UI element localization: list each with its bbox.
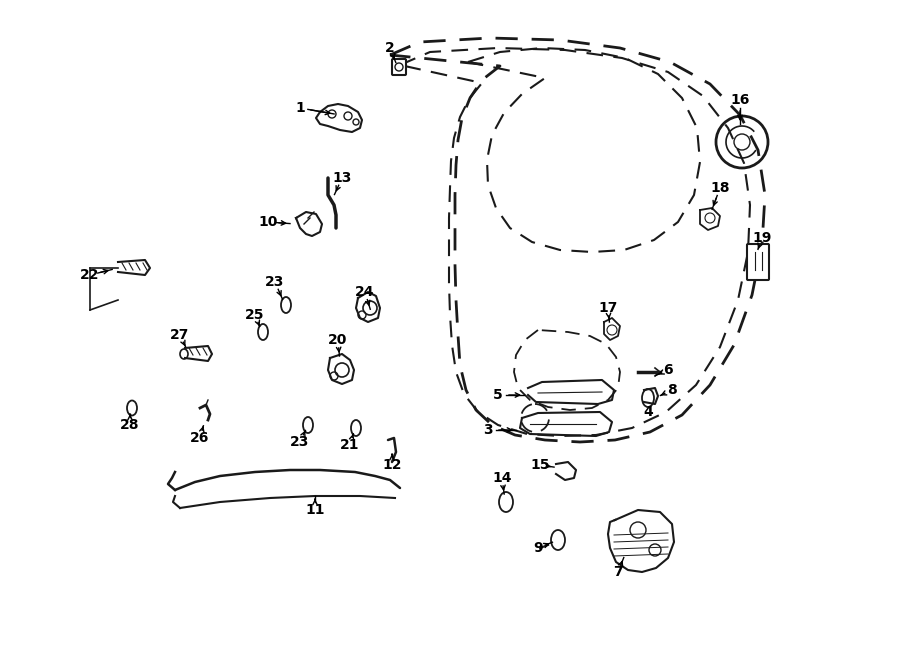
Text: 1: 1 — [295, 101, 305, 115]
Text: 19: 19 — [752, 231, 771, 245]
Text: 28: 28 — [121, 418, 140, 432]
Text: 10: 10 — [258, 215, 278, 229]
Text: 14: 14 — [492, 471, 512, 485]
Text: 3: 3 — [483, 423, 493, 437]
Text: 2: 2 — [385, 41, 395, 55]
Text: 8: 8 — [667, 383, 677, 397]
Text: 6: 6 — [663, 363, 673, 377]
Text: 21: 21 — [340, 438, 360, 452]
FancyBboxPatch shape — [747, 244, 769, 280]
Text: 22: 22 — [80, 268, 100, 282]
Text: 18: 18 — [710, 181, 730, 195]
Text: 7: 7 — [613, 565, 623, 579]
Text: 9: 9 — [533, 541, 543, 555]
Text: 23: 23 — [291, 435, 310, 449]
Text: 11: 11 — [305, 503, 325, 517]
Text: 17: 17 — [598, 301, 617, 315]
Text: 12: 12 — [382, 458, 401, 472]
Text: 16: 16 — [730, 93, 750, 107]
Text: 26: 26 — [190, 431, 210, 445]
Text: 5: 5 — [493, 388, 503, 402]
Text: 4: 4 — [644, 405, 652, 419]
Text: 23: 23 — [266, 275, 284, 289]
Text: 27: 27 — [170, 328, 190, 342]
Text: 20: 20 — [328, 333, 347, 347]
Text: 24: 24 — [356, 285, 374, 299]
Text: 15: 15 — [530, 458, 550, 472]
FancyBboxPatch shape — [392, 59, 406, 75]
Text: 13: 13 — [332, 171, 352, 185]
Text: 25: 25 — [245, 308, 265, 322]
